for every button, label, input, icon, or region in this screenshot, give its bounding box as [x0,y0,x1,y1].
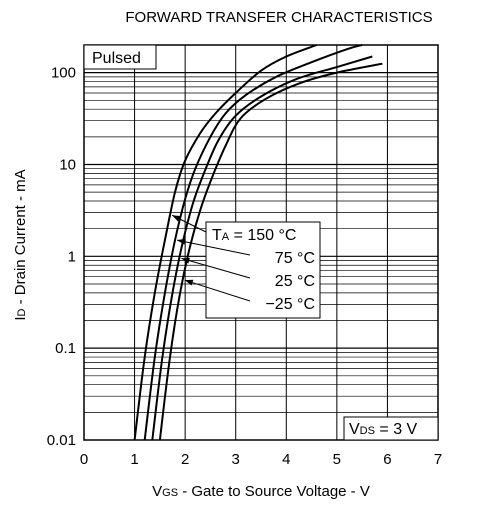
ta-label: TA = 150 °C [212,227,296,244]
series-label-25: 25 °C [275,273,315,290]
y-tick-label: 10 [59,156,76,173]
y-tick-label: 0.1 [55,340,76,357]
x-tick-label: 7 [434,451,442,468]
annotation-arrowhead [177,238,186,245]
x-tick-label: 4 [282,451,290,468]
annotation-arrowhead [181,257,191,264]
x-tick-label: 0 [80,451,88,468]
x-tick-label: 3 [232,451,240,468]
x-tick-labels: 0 1 2 3 4 5 6 7 [80,451,442,468]
annotation-arrow-line [184,279,251,302]
y-tick-label: 0.01 [47,432,76,449]
pulsed-box [83,44,157,70]
x-axis-label: VGS - Gate to Source Voltage - V [152,483,370,500]
series-line-1 [143,44,363,441]
chart-title: FORWARD TRANSFER CHARACTERISTICS [125,9,432,26]
series-group [133,44,383,441]
annotation-arrow-line [181,257,251,279]
pulsed-label: Pulsed [92,50,141,67]
series-line-0 [133,44,317,441]
y-tick-label: 100 [51,65,76,82]
annotation-arrowhead [172,215,181,222]
x-tick-label: 2 [181,451,189,468]
plot-frame [83,44,439,441]
annotation-arrows [171,214,251,302]
vds-label: VDS = 3 V [349,421,418,438]
series-line-2 [151,55,373,441]
x-tick-label: 6 [383,451,391,468]
series-label-minus25: −25 °C [265,296,315,313]
ta-box [205,221,321,319]
x-tick-label: 1 [130,451,138,468]
vds-box [343,416,439,441]
y-tick-label: 1 [68,248,76,265]
annotation-arrow-line [176,239,251,256]
annotation-arrowhead [184,279,194,286]
series-line-3 [158,62,383,441]
series-label-75: 75 °C [275,250,315,267]
x-tick-label: 5 [333,451,341,468]
y-tick-labels: 0.01 0.1 1 10 100 [47,65,76,449]
y-axis-label: ID - Drain Current - mA [12,169,29,320]
